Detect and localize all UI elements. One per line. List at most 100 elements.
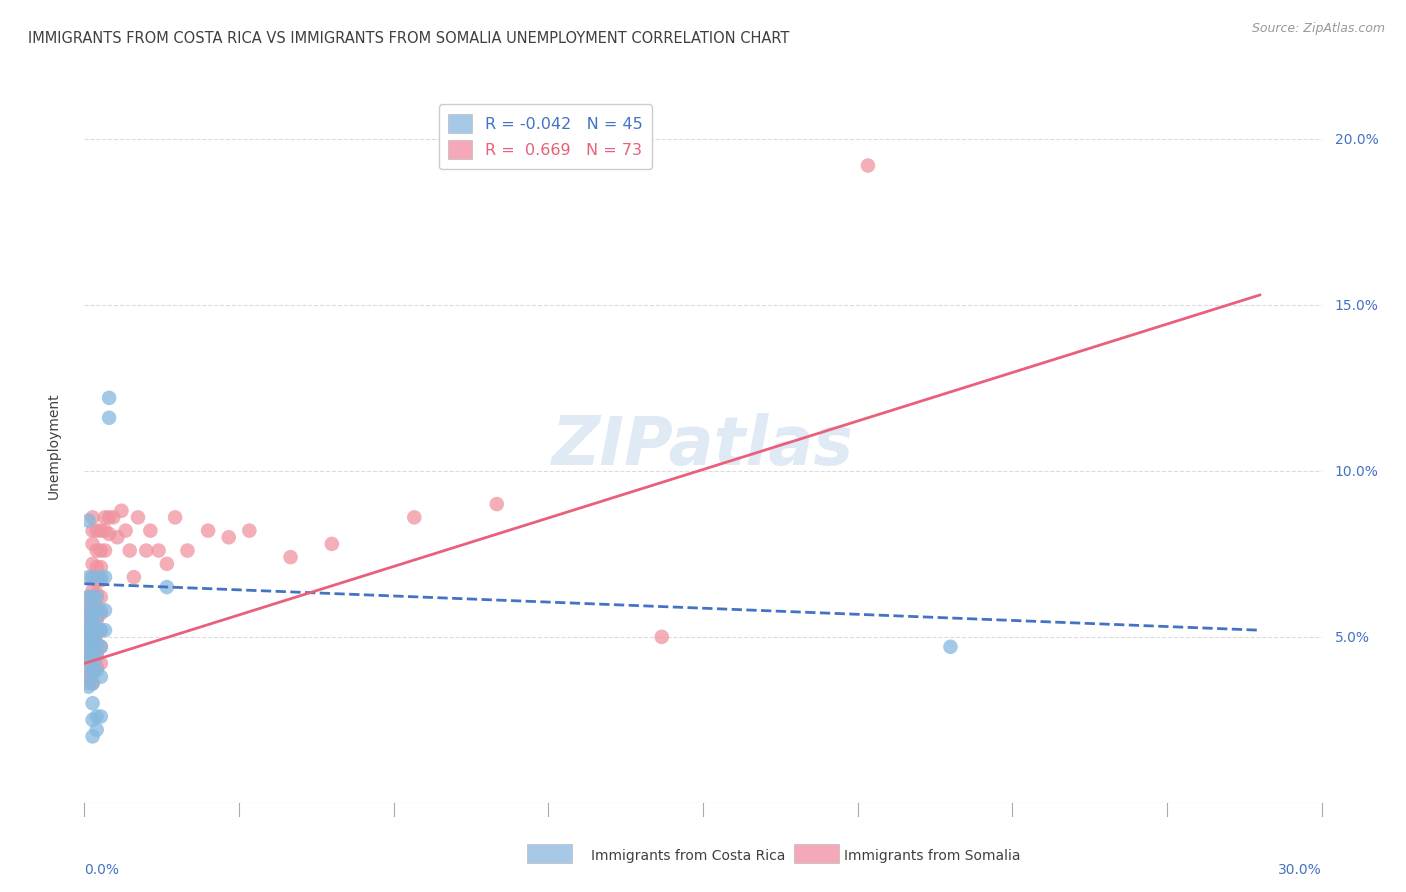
Point: [90, 670, 112, 684]
Point: [94, 603, 117, 617]
Point: [90, 657, 112, 671]
Point: [90, 607, 112, 621]
Point: [86, 626, 108, 640]
Point: [77, 630, 100, 644]
Point: [156, 557, 179, 571]
Point: [98, 527, 121, 541]
Point: [105, 530, 128, 544]
Point: [197, 524, 219, 538]
Point: [103, 510, 125, 524]
Point: [86, 574, 108, 588]
Point: [90, 709, 112, 723]
Point: [110, 504, 132, 518]
Point: [86, 610, 108, 624]
Point: [77, 670, 100, 684]
Point: [86, 613, 108, 627]
Point: [82, 696, 104, 710]
Point: [77, 624, 100, 638]
Point: [939, 640, 962, 654]
Point: [82, 630, 104, 644]
Legend: R = -0.042   N = 45, R =  0.669   N = 73: R = -0.042 N = 45, R = 0.669 N = 73: [439, 104, 652, 169]
Point: [82, 590, 104, 604]
Point: [90, 590, 112, 604]
Point: [77, 590, 100, 604]
Point: [86, 709, 108, 723]
Point: [82, 626, 104, 640]
Point: [139, 524, 162, 538]
Point: [82, 607, 104, 621]
Point: [90, 570, 112, 584]
FancyBboxPatch shape: [527, 844, 572, 863]
Point: [156, 580, 179, 594]
Point: [82, 616, 104, 631]
Point: [77, 616, 100, 631]
Point: [77, 649, 100, 664]
Point: [82, 537, 104, 551]
Point: [280, 550, 302, 565]
Point: [127, 510, 149, 524]
Point: [86, 723, 108, 737]
Point: [218, 530, 240, 544]
Point: [90, 624, 112, 638]
Point: [82, 640, 104, 654]
Point: [90, 560, 112, 574]
Point: [77, 630, 100, 644]
Text: Source: ZipAtlas.com: Source: ZipAtlas.com: [1251, 22, 1385, 36]
Point: [77, 607, 100, 621]
Point: [82, 676, 104, 690]
Point: [90, 603, 112, 617]
Text: IMMIGRANTS FROM COSTA RICA VS IMMIGRANTS FROM SOMALIA UNEMPLOYMENT CORRELATION C: IMMIGRANTS FROM COSTA RICA VS IMMIGRANTS…: [28, 31, 790, 46]
Text: Unemployment: Unemployment: [46, 392, 60, 500]
Point: [77, 636, 100, 650]
Point: [86, 543, 108, 558]
Point: [321, 537, 343, 551]
Point: [77, 603, 100, 617]
Point: [77, 640, 100, 654]
Point: [82, 676, 104, 690]
Point: [82, 597, 104, 611]
Point: [82, 510, 104, 524]
Point: [82, 657, 104, 671]
Point: [77, 647, 100, 661]
Point: [165, 510, 187, 524]
Point: [82, 570, 104, 584]
Point: [77, 624, 100, 638]
Point: [82, 730, 104, 744]
Point: [82, 603, 104, 617]
Point: [82, 649, 104, 664]
Point: [77, 570, 100, 584]
Point: [77, 590, 100, 604]
Point: [86, 659, 108, 673]
Point: [90, 624, 112, 638]
Point: [77, 680, 100, 694]
Point: [485, 497, 508, 511]
Point: [77, 514, 100, 528]
Point: [148, 543, 170, 558]
Point: [114, 524, 136, 538]
Point: [238, 524, 260, 538]
Point: [82, 583, 104, 598]
Point: [77, 613, 100, 627]
Point: [86, 587, 108, 601]
Point: [94, 524, 117, 538]
Point: [86, 647, 108, 661]
Point: [86, 590, 108, 604]
Point: [651, 630, 673, 644]
Point: [82, 636, 104, 650]
Point: [856, 159, 879, 173]
Point: [94, 543, 117, 558]
Point: [86, 636, 108, 650]
FancyBboxPatch shape: [794, 844, 839, 863]
Point: [82, 713, 104, 727]
Point: [82, 647, 104, 661]
Point: [86, 649, 108, 664]
Point: [98, 391, 121, 405]
Point: [82, 666, 104, 681]
Point: [404, 510, 426, 524]
Point: [90, 524, 112, 538]
Point: [77, 670, 100, 684]
Text: 0.0%: 0.0%: [84, 863, 120, 877]
Point: [82, 663, 104, 677]
Point: [94, 570, 117, 584]
Text: Immigrants from Costa Rica: Immigrants from Costa Rica: [591, 849, 785, 863]
